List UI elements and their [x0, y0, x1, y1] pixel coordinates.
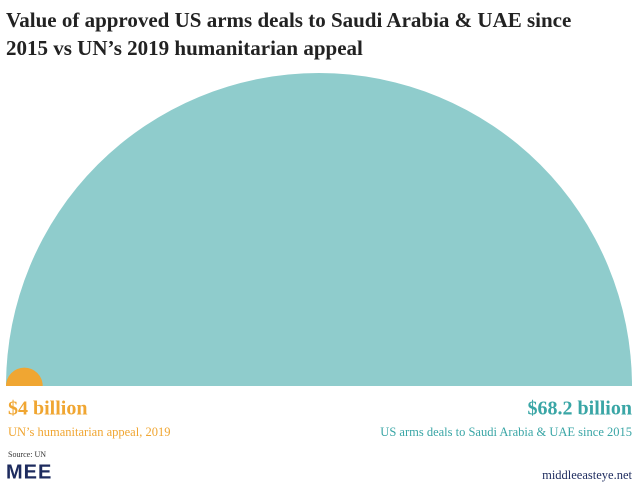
- value-label: $4 billion: [8, 398, 87, 420]
- value-label: $68.2 billion: [528, 398, 632, 420]
- semicircle: [6, 367, 43, 386]
- category-label: UN’s humanitarian appeal, 2019: [8, 425, 170, 439]
- site: middleeasteye.net: [542, 468, 632, 482]
- chart-title: Value of approved US arms deals to Saudi…: [6, 8, 571, 60]
- semicircle: [6, 73, 632, 386]
- source: Source: UN: [8, 450, 46, 459]
- logo: MEE: [6, 461, 52, 483]
- category-label: US arms deals to Saudi Arabia & UAE sinc…: [380, 425, 632, 439]
